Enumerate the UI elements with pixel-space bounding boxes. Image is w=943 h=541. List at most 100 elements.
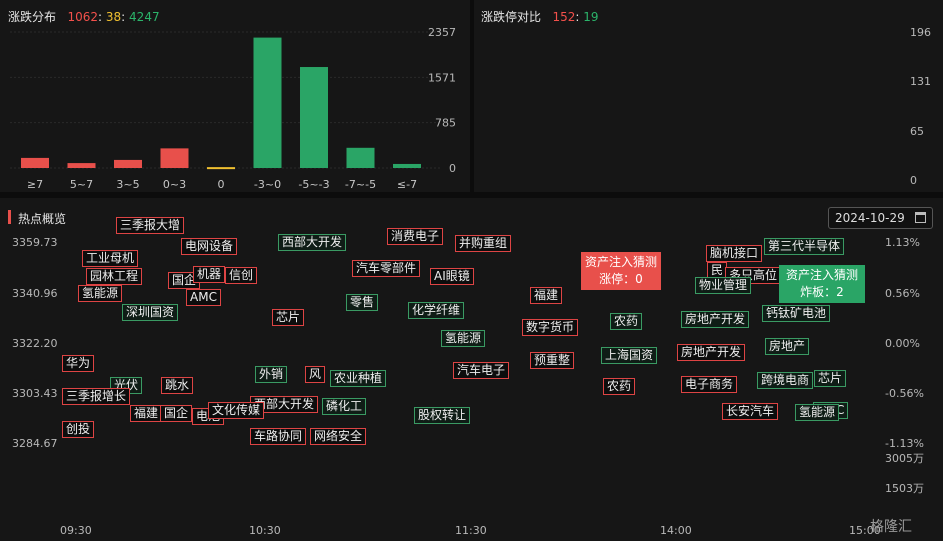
hot-topic-tag[interactable]: 信创 bbox=[225, 267, 258, 284]
hot-topic-tag[interactable]: 上海国资 bbox=[601, 347, 658, 364]
hot-topic-tag[interactable]: 国企 bbox=[160, 405, 193, 422]
pct-tick: 0.00% bbox=[885, 337, 920, 350]
hot-topic-tag[interactable]: 跳水 bbox=[161, 377, 194, 394]
limit-up-count: 152 bbox=[552, 10, 576, 24]
pct-tick: -1.13% bbox=[885, 437, 924, 450]
time-tick: 09:30 bbox=[60, 524, 92, 537]
hot-topic-tag[interactable]: 华为 bbox=[62, 355, 95, 372]
hot-topic-tag[interactable]: 工业母机 bbox=[82, 250, 139, 267]
hot-topic-tag[interactable]: 氢能源 bbox=[441, 330, 486, 347]
hot-topic-tag[interactable]: 房地产 bbox=[765, 338, 810, 355]
hot-topic-tag[interactable]: 风 bbox=[305, 366, 326, 383]
hot-topic-tag[interactable]: 跨境电商 bbox=[757, 372, 814, 389]
vol-tick: 1503万 bbox=[885, 482, 924, 495]
price-tick: 3303.43 bbox=[12, 387, 58, 400]
price-tick: 3322.20 bbox=[12, 337, 58, 350]
hot-topic-tag[interactable]: 园林工程 bbox=[86, 268, 143, 285]
hot-title: 热点概览 bbox=[18, 212, 67, 226]
dist-title-row: 涨跌分布 1062: 38: 4247 bbox=[8, 8, 160, 25]
hot-topic-tag[interactable]: 芯片 bbox=[272, 309, 305, 326]
hot-topic-tag[interactable]: 电网设备 bbox=[181, 238, 238, 255]
pct-tick: 1.13% bbox=[885, 236, 920, 249]
dist-flat-count: 38 bbox=[105, 10, 122, 24]
limit-ytick: 131 bbox=[910, 75, 931, 88]
pct-tick: -0.56% bbox=[885, 387, 924, 400]
hot-topic-tag[interactable]: 并购重组 bbox=[455, 235, 512, 252]
hot-topic-tag[interactable]: 氢能源 bbox=[795, 404, 840, 421]
dist-down-count: 4247 bbox=[129, 10, 160, 24]
date-value: 2024-10-29 bbox=[835, 211, 905, 225]
hot-topic-tag[interactable]: 福建 bbox=[530, 287, 563, 304]
hot-topic-tag[interactable]: 钙钛矿电池 bbox=[762, 305, 831, 322]
popup1-line1: 资产注入猜测 bbox=[585, 255, 658, 269]
hot-topic-tag[interactable]: 机器 bbox=[193, 266, 226, 283]
dist-title: 涨跌分布 bbox=[8, 10, 57, 24]
calendar-icon bbox=[914, 212, 926, 223]
limit-panel bbox=[474, 0, 943, 192]
hot-topic-tag[interactable]: 房地产开发 bbox=[681, 311, 750, 328]
limit-sep: : bbox=[575, 10, 580, 24]
hot-topic-tag[interactable]: 汽车零部件 bbox=[352, 260, 421, 277]
dist-sep2: : bbox=[121, 10, 126, 24]
dist-up-count: 1062 bbox=[67, 10, 99, 24]
hot-topic-tag[interactable]: 消费电子 bbox=[387, 228, 444, 245]
hot-topic-tag[interactable]: 房地产开发 bbox=[677, 344, 746, 361]
hot-topic-tag[interactable]: 脑机接口 bbox=[706, 245, 763, 262]
vol-tick: 3005万 bbox=[885, 452, 924, 465]
price-tick: 3284.67 bbox=[12, 437, 58, 450]
hot-topic-tag[interactable]: 深圳国资 bbox=[122, 304, 179, 321]
hot-topic-tag[interactable]: 三季报增长 bbox=[62, 388, 131, 405]
hot-topic-tag[interactable]: 文化传媒 bbox=[208, 402, 265, 419]
hot-topic-tag[interactable]: 预重整 bbox=[530, 352, 575, 369]
date-picker[interactable]: 2024-10-29 bbox=[828, 207, 933, 229]
hot-topic-tag[interactable]: 国企 bbox=[168, 272, 201, 289]
hot-topic-tag[interactable]: 农药 bbox=[610, 313, 643, 330]
hot-topic-tag[interactable]: 氢能源 bbox=[78, 285, 123, 302]
limit-ytick: 196 bbox=[910, 26, 931, 39]
hot-topic-tag[interactable]: 福建 bbox=[130, 405, 163, 422]
hot-topic-tag[interactable]: 外销 bbox=[255, 366, 288, 383]
time-tick: 11:30 bbox=[455, 524, 487, 537]
time-tick: 15:00 bbox=[849, 524, 881, 537]
hot-topic-tag[interactable]: 长安汽车 bbox=[722, 403, 779, 420]
pct-tick: 0.56% bbox=[885, 287, 920, 300]
popup2-line1: 资产注入猜测 bbox=[785, 268, 858, 282]
limit-down-count: 19 bbox=[583, 10, 599, 24]
hot-topic-tag[interactable]: 三季报大增 bbox=[116, 217, 185, 234]
hot-topic-tag[interactable]: 西部大开发 bbox=[278, 234, 347, 251]
hot-topic-tag[interactable]: 网络安全 bbox=[310, 428, 367, 445]
watermark-logo: 格隆汇 bbox=[870, 516, 912, 536]
hot-topic-tag[interactable]: 创投 bbox=[62, 421, 95, 438]
hot-topic-tag[interactable]: 数字货币 bbox=[522, 319, 579, 336]
dist-sep1: : bbox=[98, 10, 103, 24]
popup-inject-limitup[interactable]: 资产注入猜测 涨停：0 bbox=[581, 252, 661, 290]
price-tick: 3359.73 bbox=[12, 236, 58, 249]
price-tick: 3340.96 bbox=[12, 287, 58, 300]
hot-topic-tag[interactable]: AMC bbox=[186, 289, 221, 306]
hot-topic-tag[interactable]: 零售 bbox=[346, 294, 379, 311]
time-tick: 14:00 bbox=[660, 524, 692, 537]
time-tick: 10:30 bbox=[249, 524, 281, 537]
hot-topic-tag[interactable]: 化学纤维 bbox=[408, 302, 465, 319]
limit-title: 涨跌停对比 bbox=[481, 10, 542, 24]
hot-topic-tag[interactable]: 西部大开发 bbox=[250, 396, 319, 413]
popup2-line2: 炸板：2 bbox=[800, 285, 844, 299]
hot-topic-tag[interactable]: AI眼镜 bbox=[430, 268, 474, 285]
popup-inject-broken[interactable]: 资产注入猜测 炸板：2 bbox=[779, 265, 865, 303]
hot-topic-tag[interactable]: 芯片 bbox=[814, 370, 847, 387]
limit-ytick: 65 bbox=[910, 125, 924, 138]
hot-topic-tag[interactable]: 磷化工 bbox=[322, 398, 367, 415]
limit-title-row: 涨跌停对比 152: 19 bbox=[481, 8, 599, 25]
hot-topic-tag[interactable]: 农业种植 bbox=[330, 370, 387, 387]
hot-topic-tag[interactable]: 物业管理 bbox=[695, 277, 752, 294]
dist-panel bbox=[0, 0, 470, 192]
popup1-line2: 涨停：0 bbox=[599, 272, 643, 286]
hot-topic-tag[interactable]: 农药 bbox=[603, 378, 636, 395]
hot-topic-tag[interactable]: 电子商务 bbox=[681, 376, 738, 393]
hot-topic-tag[interactable]: 车路协同 bbox=[250, 428, 307, 445]
hot-topic-tag[interactable]: 第三代半导体 bbox=[764, 238, 845, 255]
limit-ytick: 0 bbox=[910, 174, 917, 187]
hot-topic-tag[interactable]: 股权转让 bbox=[414, 407, 471, 424]
hot-topic-tag[interactable]: 汽车电子 bbox=[453, 362, 510, 379]
hot-title-bar bbox=[8, 210, 11, 224]
